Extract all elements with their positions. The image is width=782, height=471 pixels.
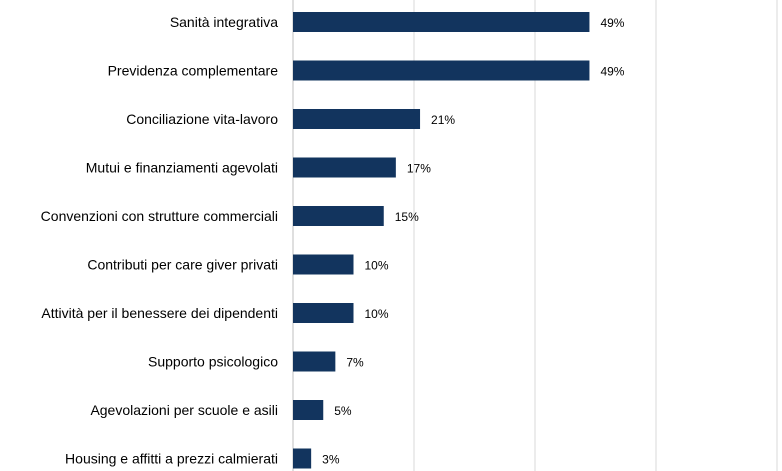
bar [293,12,590,32]
bar [293,254,354,275]
value-label: 3% [322,453,340,467]
value-label: 7% [346,356,364,370]
bar [293,400,324,420]
bar [293,448,312,469]
value-label: 10% [365,259,389,273]
category-label: Housing e affitti a prezzi calmierati [65,451,278,467]
value-label: 49% [600,16,624,30]
category-label: Attività per il benessere dei dipendenti [41,305,278,321]
bar [293,60,590,81]
bar [293,303,354,323]
value-label: 21% [431,113,455,127]
category-label: Conciliazione vita-lavoro [126,111,278,127]
category-label: Sanità integrativa [170,14,278,30]
bar [293,157,396,178]
bar [293,206,384,226]
category-label: Convenzioni con strutture commerciali [41,208,278,224]
value-labels: 49% 49% 21% 17% 15% 10% 10% 7% 5% 3% [322,16,625,467]
bar [293,109,421,129]
value-label: 15% [395,210,419,224]
category-labels: Sanità integrativa Previdenza complementa… [41,14,279,467]
value-label: 5% [334,404,352,418]
value-label: 17% [407,162,431,176]
category-label: Agevolazioni per scuole e asili [90,402,278,418]
bar [293,351,336,372]
category-label: Previdenza complementare [108,63,279,79]
value-label: 49% [600,65,624,79]
category-label: Supporto psicologico [148,354,278,370]
value-label: 10% [365,307,389,321]
category-label: Mutui e finanziamenti agevolati [86,160,278,176]
bars [293,12,590,469]
category-label: Contributi per care giver privati [87,257,278,273]
